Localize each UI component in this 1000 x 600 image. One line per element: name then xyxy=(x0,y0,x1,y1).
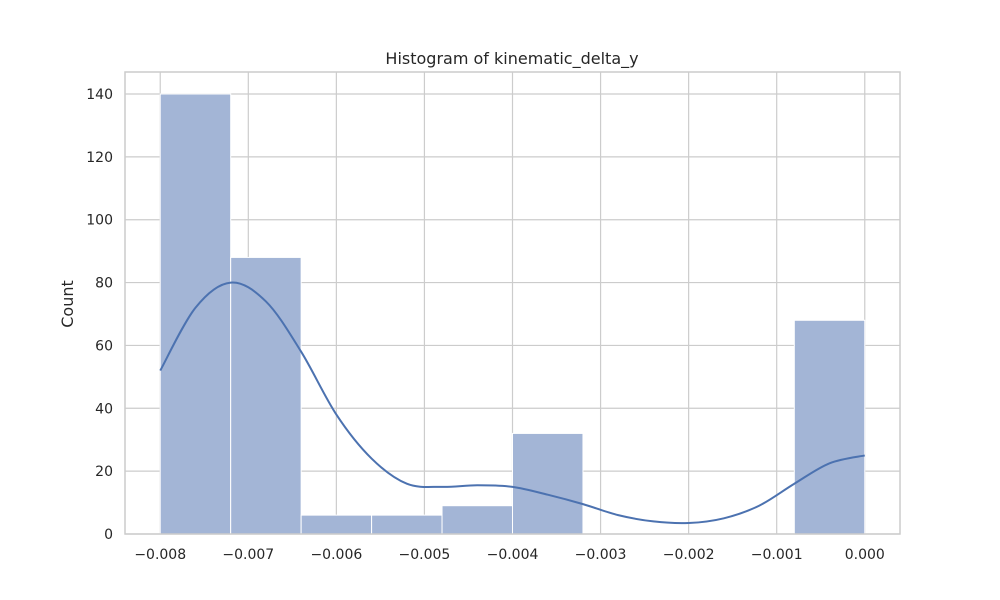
histogram-bar xyxy=(159,93,232,535)
y-tick-label: 120 xyxy=(86,150,113,166)
histogram-bar xyxy=(441,505,513,535)
y-tick-labels: 0 20 40 60 80 100 120 140 xyxy=(86,87,113,543)
x-tick-label: −0.008 xyxy=(134,547,186,563)
x-tick-label: −0.005 xyxy=(399,547,451,563)
histogram-bar xyxy=(300,514,373,535)
y-tick-label: 80 xyxy=(95,276,113,292)
y-axis-label: Count xyxy=(58,280,77,328)
x-tick-label: 0.000 xyxy=(845,547,885,563)
x-tick-labels: −0.008 −0.007 −0.006 −0.005 −0.004 −0.003 −0.0… xyxy=(134,547,884,563)
histogram-bar xyxy=(512,432,584,535)
y-tick-label: 40 xyxy=(95,401,113,417)
y-tick-label: 60 xyxy=(95,338,113,354)
y-tick-label: 100 xyxy=(86,213,113,229)
x-tick-label: −0.006 xyxy=(310,547,362,563)
histogram-bar xyxy=(230,256,302,535)
x-tick-label: −0.002 xyxy=(663,547,715,563)
x-tick-label: −0.001 xyxy=(751,547,803,563)
y-tick-label: 20 xyxy=(95,464,113,480)
x-tick-label: −0.007 xyxy=(222,547,274,563)
histogram-bar xyxy=(371,514,443,535)
plot-frame xyxy=(124,71,901,535)
chart-title: Histogram of kinematic_delta_y xyxy=(385,49,638,69)
y-tick-label: 0 xyxy=(104,527,113,543)
x-tick-label: −0.003 xyxy=(575,547,627,563)
histogram-bars xyxy=(159,93,866,535)
histogram-bar xyxy=(793,319,866,535)
x-tick-label: −0.004 xyxy=(487,547,539,563)
y-tick-label: 140 xyxy=(86,87,113,103)
kde-curve xyxy=(159,281,865,525)
